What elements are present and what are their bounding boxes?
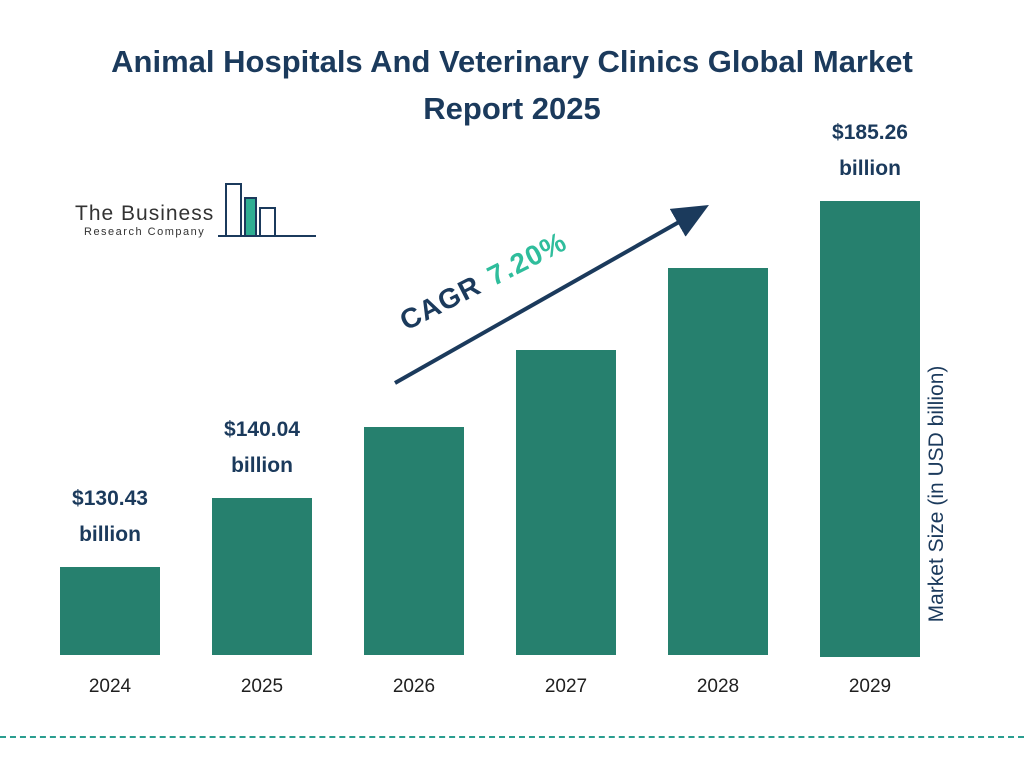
x-axis-label: 2026	[392, 676, 436, 697]
bar-column: 2028	[668, 115, 768, 700]
bar-value-unit: billion	[839, 157, 901, 180]
bar	[60, 567, 160, 655]
bar-value-unit: billion	[231, 454, 293, 477]
bar-column: $130.43 billion 2024	[60, 115, 160, 700]
bar	[212, 498, 312, 655]
x-axis-label: 2025	[240, 676, 284, 697]
y-axis-label: Market Size (in USD billion)	[925, 365, 948, 623]
x-axis-label: 2027	[544, 676, 588, 697]
x-axis-label: 2029	[848, 676, 892, 697]
bar-column: 2027	[516, 115, 616, 700]
bar	[668, 268, 768, 655]
bar-column: 2026	[364, 115, 464, 700]
logo-name: The Business	[75, 202, 215, 225]
bar	[820, 201, 920, 657]
bar-value-label: $185.26 billion	[832, 115, 908, 187]
bar-value-label: $130.43 billion	[72, 481, 148, 553]
bar-column: $185.26 billion 2029	[820, 115, 920, 700]
bottom-divider	[0, 736, 1024, 738]
logo-bars-icon	[218, 183, 317, 237]
bar-column: $140.04 billion 2025	[212, 115, 312, 700]
bar	[364, 427, 464, 655]
bar-chart: $130.43 billion 2024 $140.04 billion 2025 2026…	[60, 115, 920, 700]
bar	[516, 350, 616, 655]
logo-subtitle: Research Company	[84, 226, 206, 238]
x-axis-label: 2028	[696, 676, 740, 697]
bar-value-amount: $140.04	[224, 418, 300, 441]
bar-value-amount: $185.26	[832, 121, 908, 144]
bar-value-unit: billion	[79, 523, 141, 546]
bar-value-amount: $130.43	[72, 487, 148, 510]
company-logo: The Business Research Company	[75, 180, 318, 246]
bars-container: $130.43 billion 2024 $140.04 billion 2025 2026…	[60, 115, 920, 700]
logo-text: The Business Research Company	[75, 202, 214, 246]
x-axis-label: 2024	[88, 676, 132, 697]
bar-value-label: $140.04 billion	[224, 412, 300, 484]
page-title: Animal Hospitals And Veterinary Clinics …	[111, 44, 913, 126]
